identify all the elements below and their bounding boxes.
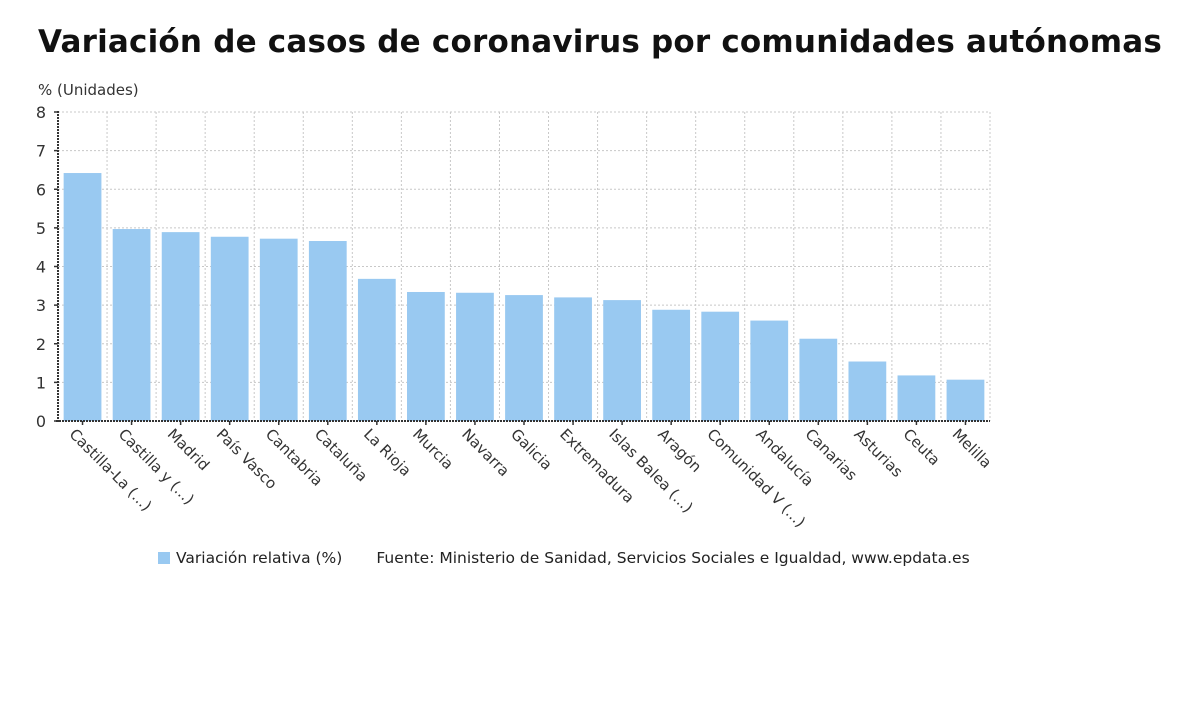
- bars: [63, 173, 985, 421]
- y-tick-label: 4: [36, 258, 46, 277]
- bar-0: [63, 173, 102, 421]
- x-tick-label: Melilla: [949, 425, 996, 472]
- bar-7: [407, 291, 445, 421]
- x-tick-labels: Castilla-La (...)Castilla y (...)Madrid P…: [66, 425, 996, 531]
- x-tick-label: Ceuta: [900, 425, 944, 469]
- legend-swatch: [158, 552, 170, 564]
- bar-14: [750, 320, 789, 421]
- chart-title: Variación de casos de coronavirus por co…: [37, 24, 1162, 60]
- y-tick-labels: 0 1 2 3 4 5 6 7 8: [36, 103, 46, 431]
- bar-12: [652, 309, 691, 421]
- bar-3: [210, 236, 249, 421]
- y-tick-label: 1: [36, 373, 46, 392]
- y-tick-label: 8: [36, 103, 46, 122]
- y-tick-label: 5: [36, 219, 46, 238]
- y-tick-label: 6: [36, 180, 46, 199]
- bar-11: [603, 300, 641, 421]
- axes: [54, 111, 990, 425]
- y-tick-label: 0: [36, 412, 46, 431]
- y-axis-label: % (Unidades): [38, 81, 139, 99]
- bar-2: [161, 232, 200, 421]
- bar-6: [357, 278, 396, 421]
- bar-16: [848, 361, 887, 421]
- bar-1: [112, 229, 151, 421]
- bar-10: [554, 297, 592, 421]
- y-tick-label: 3: [36, 296, 46, 315]
- bar-13: [701, 311, 740, 421]
- x-tick-label: Murcia: [409, 425, 457, 473]
- bar-8: [456, 292, 494, 421]
- y-tick-label: 2: [36, 335, 46, 354]
- bar-9: [505, 295, 543, 421]
- y-tick-label: 7: [36, 142, 46, 161]
- bar-4: [259, 238, 298, 421]
- bar-5: [308, 241, 347, 421]
- bar-15: [799, 338, 838, 421]
- x-tick-label: Madrid: [164, 425, 213, 474]
- x-tick-label: Islas Balea (...): [605, 425, 696, 516]
- x-tick-label: Galicia: [507, 425, 556, 474]
- source-note: Fuente: Ministerio de Sanidad, Servicios…: [376, 549, 970, 567]
- bar-18: [946, 379, 985, 421]
- bar-17: [897, 375, 936, 421]
- legend-label: Variación relativa (%): [176, 549, 343, 567]
- legend: Variación relativa (%) Fuente: Ministeri…: [158, 549, 970, 567]
- x-tick-label: Navarra: [458, 425, 513, 480]
